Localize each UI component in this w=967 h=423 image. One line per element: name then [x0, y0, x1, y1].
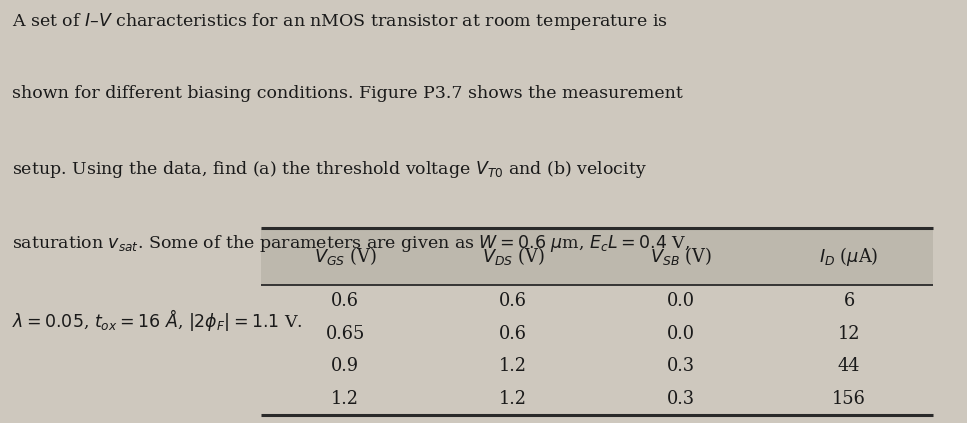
Text: setup. Using the data, find (a) the threshold voltage $V_{T0}$ and (b) velocity: setup. Using the data, find (a) the thre… — [12, 159, 646, 180]
Text: 12: 12 — [837, 324, 861, 343]
Text: 0.6: 0.6 — [499, 324, 527, 343]
Text: 1.2: 1.2 — [499, 390, 527, 408]
Text: $\mathit{I}_D$ ($\mu$A): $\mathit{I}_D$ ($\mu$A) — [819, 245, 879, 268]
Text: 0.6: 0.6 — [331, 292, 359, 310]
Text: 1.2: 1.2 — [331, 390, 359, 408]
Text: 0.65: 0.65 — [326, 324, 365, 343]
Text: 156: 156 — [833, 390, 866, 408]
Text: 44: 44 — [837, 357, 861, 375]
Text: 0.3: 0.3 — [667, 357, 695, 375]
Text: 0.3: 0.3 — [667, 390, 695, 408]
Text: 6: 6 — [843, 292, 855, 310]
Text: 1.2: 1.2 — [499, 357, 527, 375]
Text: $\lambda = 0.05$, $t_{ox} = 16\ \AA$, $|2\phi_F| = 1.1$ V.: $\lambda = 0.05$, $t_{ox} = 16\ \AA$, $|… — [12, 307, 303, 332]
Text: saturation $v_{sat}$. Some of the parameters are given as $W = 0.6\ \mu$m, $E_cL: saturation $v_{sat}$. Some of the parame… — [12, 233, 689, 254]
Text: shown for different biasing conditions. Figure P3.7 shows the measurement: shown for different biasing conditions. … — [12, 85, 683, 102]
Text: $\mathit{V}_{GS}$ (V): $\mathit{V}_{GS}$ (V) — [313, 245, 376, 267]
Text: $\mathit{V}_{DS}$ (V): $\mathit{V}_{DS}$ (V) — [482, 245, 544, 267]
Text: 0.0: 0.0 — [667, 292, 695, 310]
Text: 0.0: 0.0 — [667, 324, 695, 343]
Text: $\mathit{V}_{SB}$ (V): $\mathit{V}_{SB}$ (V) — [650, 245, 712, 267]
Text: 0.9: 0.9 — [331, 357, 359, 375]
Text: 0.6: 0.6 — [499, 292, 527, 310]
Text: A set of $I$–$V$ characteristics for an nMOS transistor at room temperature is: A set of $I$–$V$ characteristics for an … — [12, 11, 667, 32]
